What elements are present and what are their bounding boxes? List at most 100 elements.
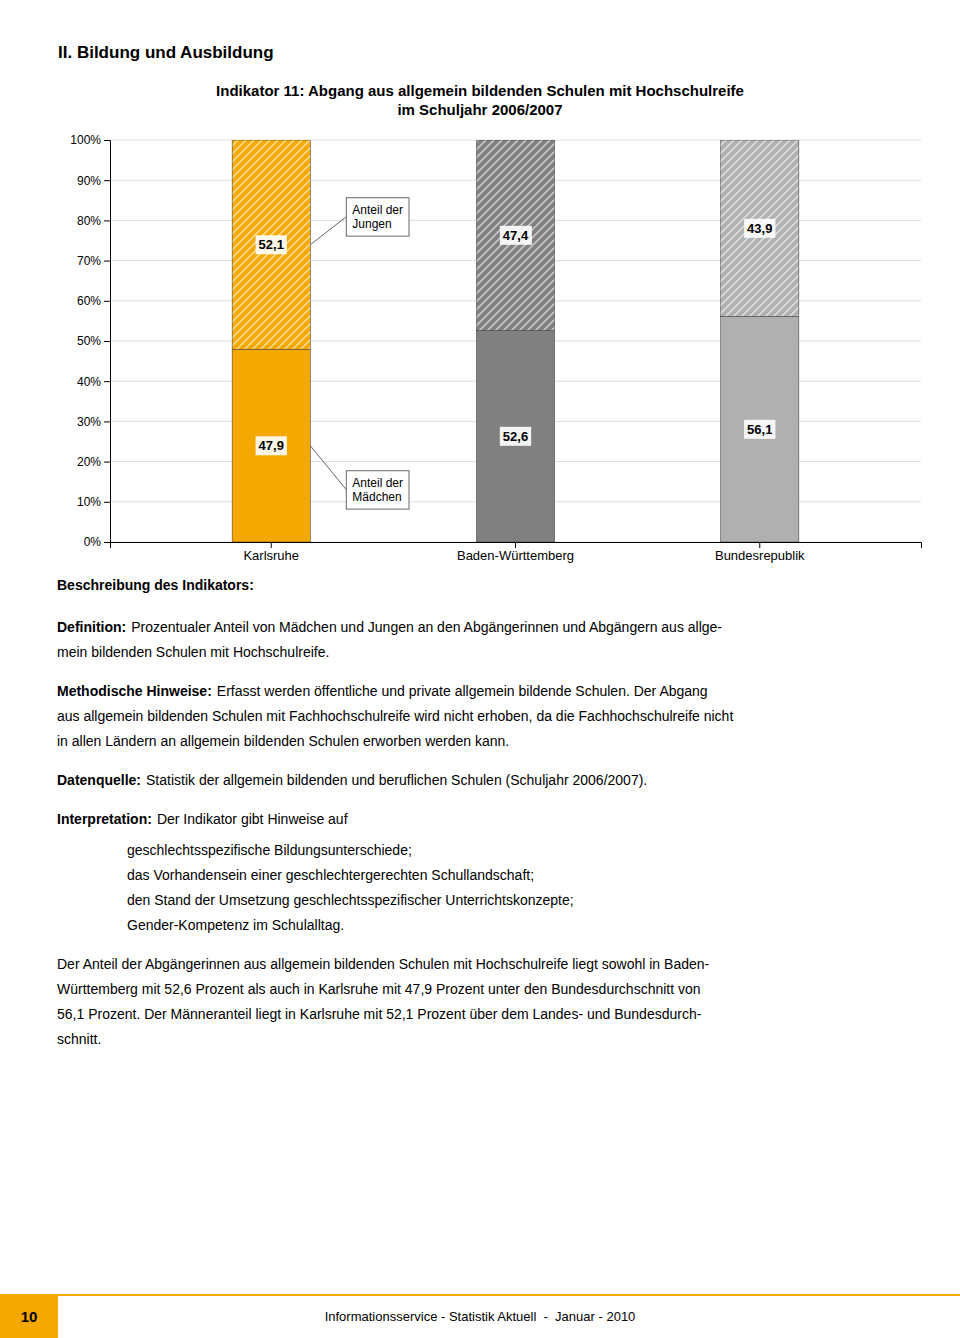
tick: 80% <box>77 214 110 228</box>
text-line: 56,1 Prozent. Der Männeranteil liegt in … <box>57 1006 702 1022</box>
text-bullet: geschlechtsspezifische Bildungsunterschi… <box>127 842 412 858</box>
bar <box>721 316 799 542</box>
tick: 0% <box>84 535 110 549</box>
tick-mark <box>104 462 110 463</box>
tick: 50% <box>77 334 110 348</box>
tick-mark <box>271 542 272 548</box>
callout-line <box>310 446 346 490</box>
tick-label: 20% <box>77 455 101 469</box>
text-line: aus allgemein bildenden Schulen mit Fach… <box>57 708 733 724</box>
data-label: 52,1 <box>259 237 284 252</box>
axis-line <box>104 141 111 543</box>
data-label: 43,9 <box>747 221 772 236</box>
footer-page-box <box>0 1295 58 1338</box>
callout-line <box>310 217 346 245</box>
text-label: Datenquelle: <box>57 772 141 788</box>
tick-label: Bundesrepublik <box>715 548 805 563</box>
bar <box>476 331 554 542</box>
text-line: Statistik der allgemein bildenden und be… <box>146 772 647 788</box>
tick-mark <box>104 381 110 382</box>
tick: 70% <box>77 254 110 268</box>
tick: 100% <box>70 133 110 147</box>
callout-box <box>346 198 409 236</box>
tick-label: 70% <box>77 254 101 268</box>
plot: 0% 10% 20% 30% 40% 50% 60% 70% 80% 90% 100% Karlsru… <box>70 133 921 563</box>
tick: 20% <box>77 455 110 469</box>
tick-label: 80% <box>77 214 101 228</box>
data-label: 56,1 <box>747 422 772 437</box>
tick: 60% <box>77 294 110 308</box>
text-line: schnitt. <box>57 1031 101 1047</box>
text-bullet: den Stand der Umsetzung geschlechtsspezi… <box>127 892 574 908</box>
axis-line <box>111 543 922 549</box>
bar <box>476 140 554 331</box>
tick-mark <box>104 502 110 503</box>
tick-label: 60% <box>77 294 101 308</box>
tick: Karlsruhe <box>243 542 299 563</box>
grid <box>110 140 921 542</box>
data-label-bg <box>744 219 775 238</box>
chart-title: Indikator 11: Abgang aus allgemein bilde… <box>216 82 744 118</box>
data-label-bg <box>500 226 532 245</box>
tick-label: 0% <box>84 535 102 549</box>
text-line: Erfasst werden öffentliche und private a… <box>217 683 708 699</box>
text-line: mein bildenden Schulen mit Hochschulreif… <box>57 644 329 660</box>
bar <box>232 349 310 542</box>
text-line: in allen Ländern an allgemein bildenden … <box>57 733 509 749</box>
tick-mark <box>104 341 110 342</box>
tick: 40% <box>77 375 110 389</box>
bar <box>232 140 310 349</box>
data-labels: 47,952,656,152,147,443,9 <box>256 219 776 455</box>
page-title: II. Bildung und Ausbildung <box>58 43 274 62</box>
tick-mark <box>104 180 110 181</box>
text-line: Württemberg mit 52,6 Prozent als auch in… <box>57 981 701 997</box>
tick: Bundesrepublik <box>715 542 805 563</box>
bars <box>232 140 799 542</box>
data-label: 47,9 <box>259 438 284 453</box>
text-label: Interpretation: <box>57 811 152 827</box>
tick-mark <box>104 301 110 302</box>
text-bullet: Gender-Kompetenz im Schulalltag. <box>127 917 344 933</box>
series <box>232 140 799 349</box>
tick-mark <box>104 140 110 141</box>
bar <box>721 140 799 316</box>
tick-label: 30% <box>77 415 101 429</box>
text-line: Der Indikator gibt Hinweise auf <box>157 811 348 827</box>
tick-label: 50% <box>77 334 101 348</box>
data-label-bg <box>256 235 287 254</box>
y-axis: 0% 10% 20% 30% 40% 50% 60% 70% 80% 90% 100% <box>70 133 110 549</box>
x-axis: Karlsruhe Baden-Württemberg Bundesrepublik <box>111 542 922 563</box>
footer: 10 Informationsservice - Statistik Aktuel… <box>0 1295 960 1338</box>
tick-label: 40% <box>77 375 101 389</box>
callout-label: Anteil derJungen <box>352 203 403 231</box>
text-label: Definition: <box>57 619 126 635</box>
footer-border <box>0 1294 960 1296</box>
description: Beschreibung des Indikators: Definition: P… <box>57 577 733 1047</box>
callout-label: Anteil derMädchen <box>352 476 403 504</box>
tick: 90% <box>77 174 110 188</box>
text-line: Prozentualer Anteil von Mädchen und Jung… <box>131 619 722 635</box>
tick: 30% <box>77 415 110 429</box>
text-heading: Beschreibung des Indikators: <box>57 577 254 593</box>
data-label-bg <box>744 420 775 439</box>
text-line: Der Anteil der Abgängerinnen aus allgeme… <box>57 956 710 972</box>
footer-text: Informationsservice - Statistik Aktuell … <box>325 1309 636 1324</box>
tick-mark <box>759 542 760 548</box>
footer-page: 10 <box>21 1308 38 1325</box>
callouts: Anteil derMädchen Anteil derJungen <box>310 198 409 509</box>
data-label: 47,4 <box>503 228 529 243</box>
footer-bg <box>0 1295 960 1338</box>
tick-mark <box>104 220 110 221</box>
tick-label: 90% <box>77 174 101 188</box>
text-label: Methodische Hinweise: <box>57 683 212 699</box>
tick-label: Karlsruhe <box>243 548 299 563</box>
tick-mark <box>104 261 110 262</box>
tick: 10% <box>77 495 110 509</box>
tick-label: Baden-Württemberg <box>457 548 574 563</box>
tick-mark <box>104 421 110 422</box>
data-label-bg <box>256 436 287 455</box>
tick-label: 10% <box>77 495 101 509</box>
tick-mark <box>104 542 110 543</box>
tick-label: 100% <box>70 133 101 147</box>
page: II. Bildung und Ausbildung Indikator 11: … <box>0 0 960 1338</box>
